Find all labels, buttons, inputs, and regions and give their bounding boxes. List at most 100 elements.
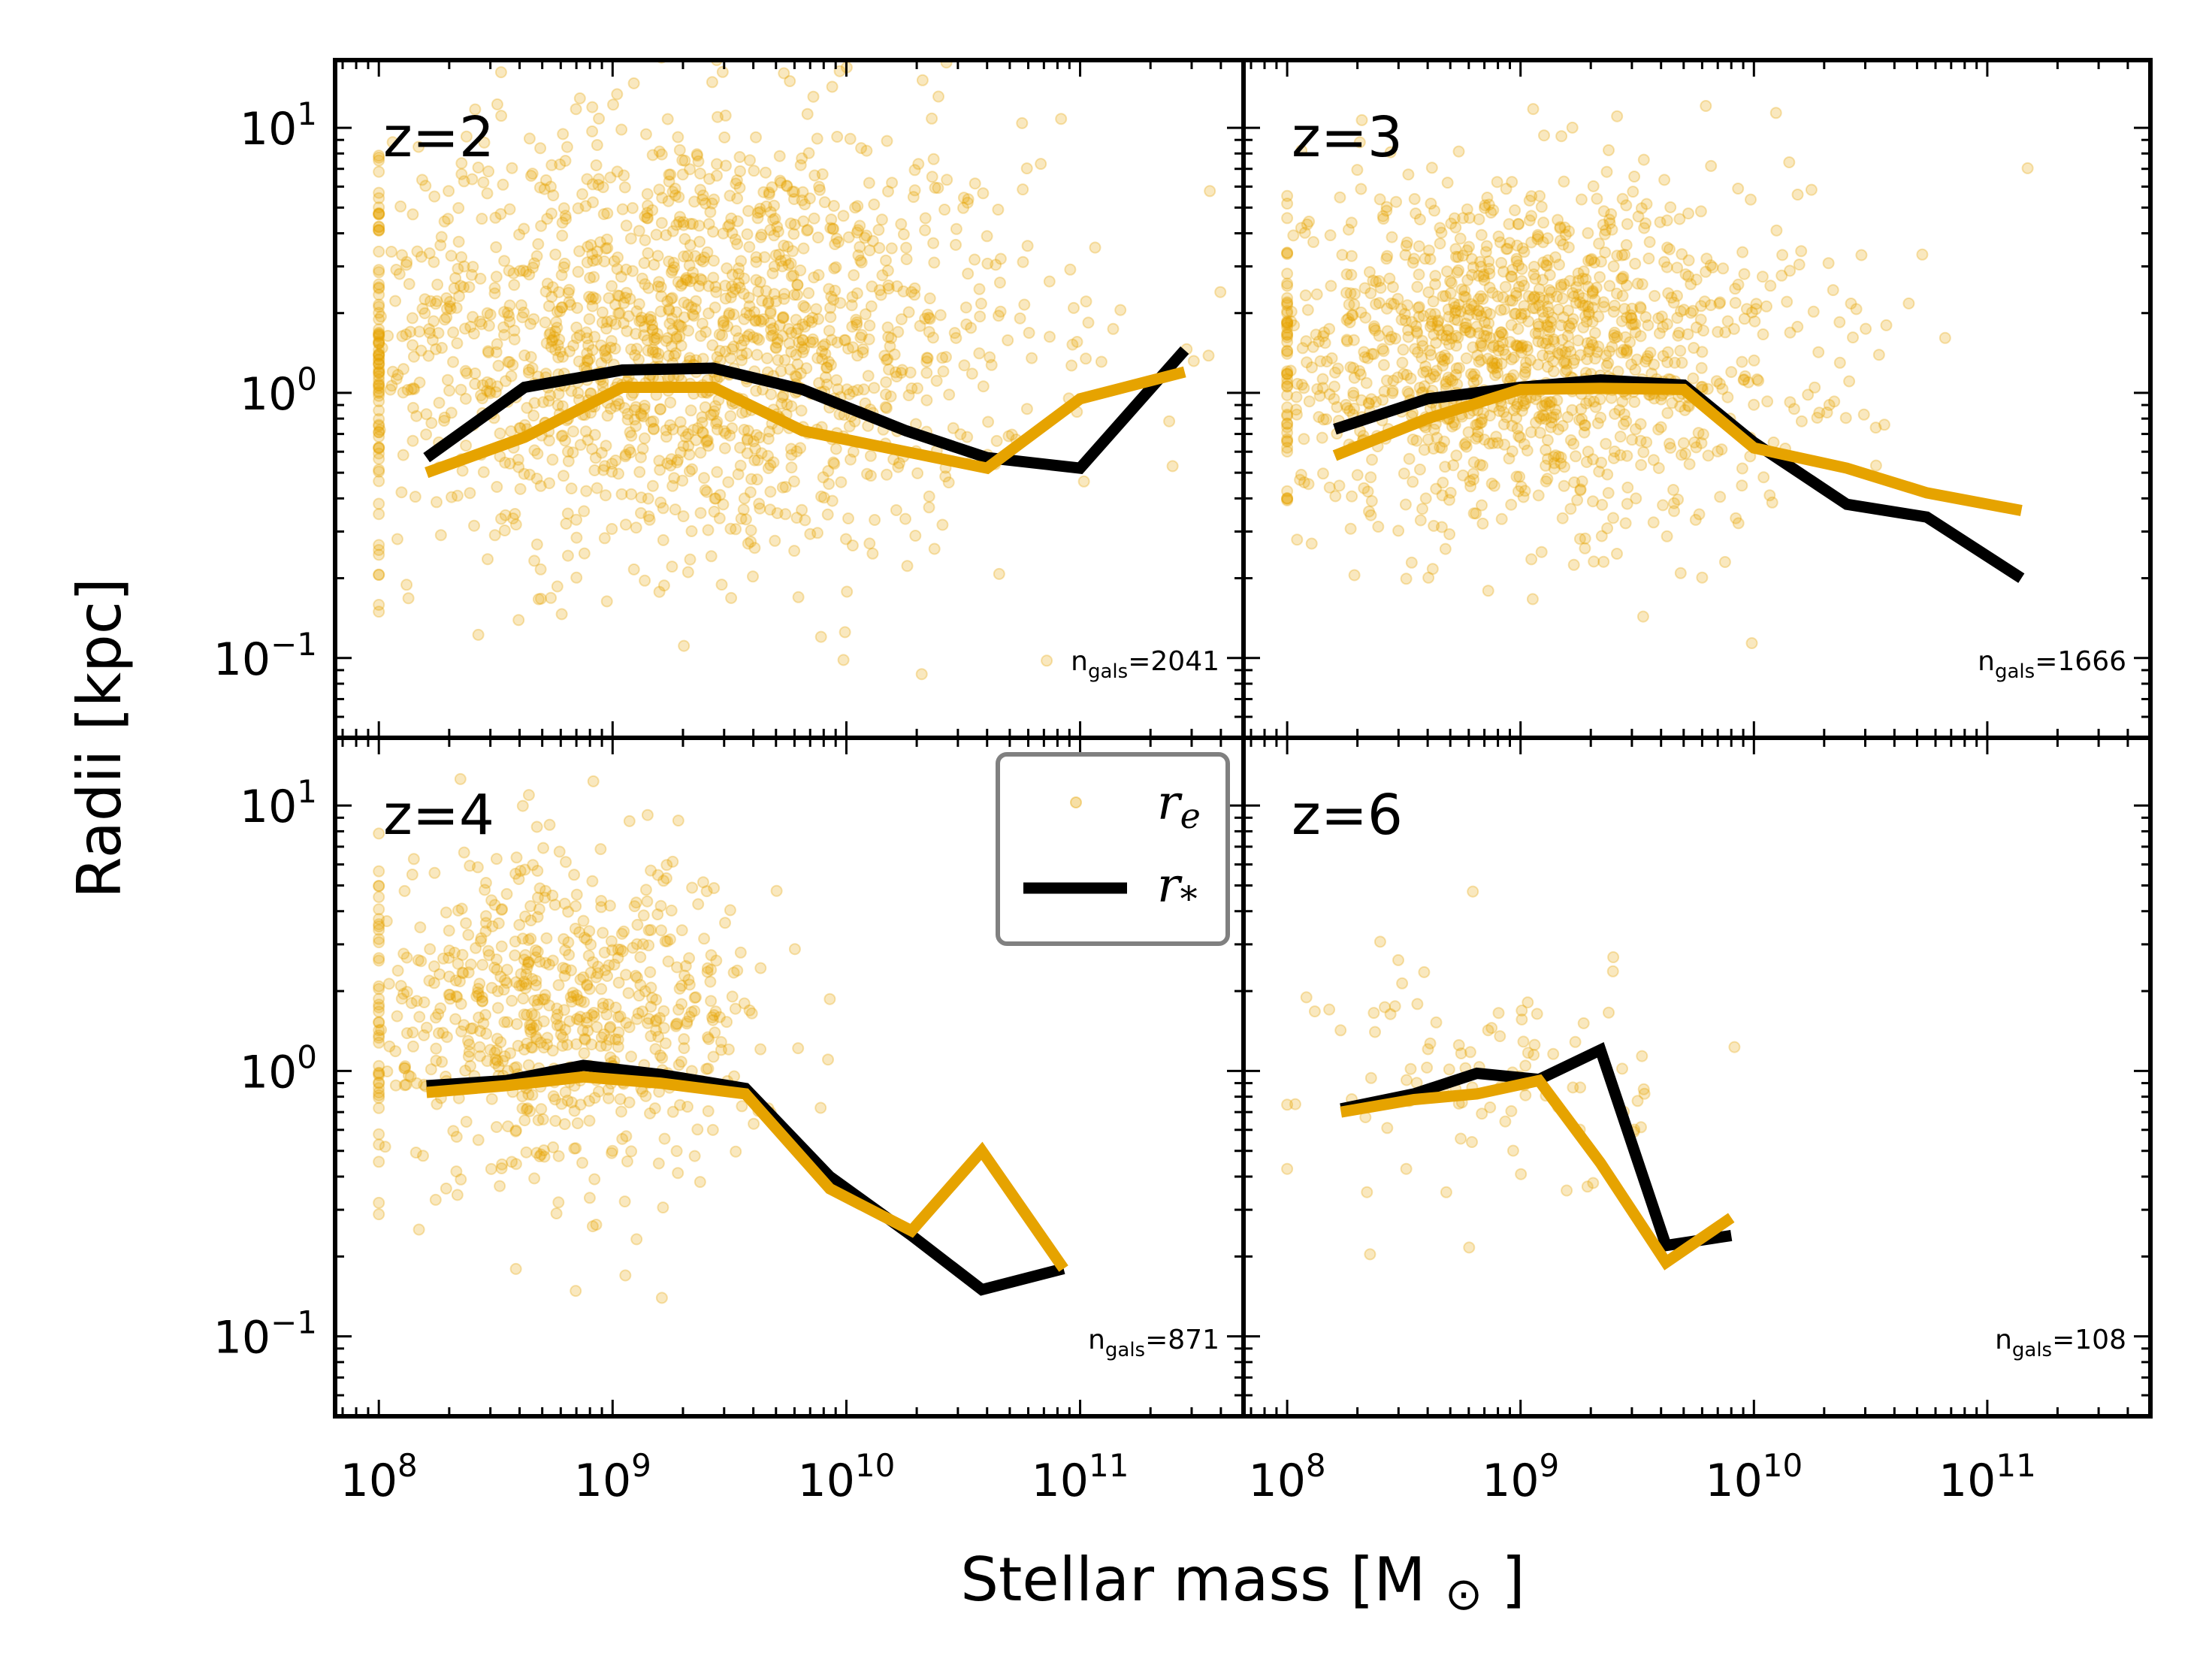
scatter-point [672,131,684,144]
scatter-point [373,358,385,371]
scatter-point [630,420,642,432]
scatter-point [1618,303,1631,316]
scatter-point [811,352,824,364]
scatter-point [479,877,492,889]
scatter-point [926,171,938,183]
scatter-point [794,264,807,276]
n-gals-label: ngals=2041 [1071,646,1219,683]
scatter-point [621,325,633,337]
scatter-point [574,1011,587,1023]
scatter-point [681,1017,694,1030]
scatter-point [850,313,863,326]
scatter-point [625,343,637,355]
scatter-point [771,507,784,519]
scatter-point [706,197,718,210]
scatter-point [814,1101,827,1114]
scatter-point [851,384,864,397]
scatter-point [1642,350,1654,362]
scatter-point [1464,367,1477,380]
scatter-point [754,276,766,289]
scatter-point [1661,346,1674,358]
n-gals-value: =871 [1145,1325,1219,1355]
scatter-point [683,449,696,461]
scatter-point [1657,349,1670,362]
tick-base: 10 [1032,1455,1089,1507]
scatter-point [443,970,455,983]
scatter-point [1783,156,1796,168]
scatter-point [1641,352,1653,365]
scatter-point [1694,313,1707,326]
scatter-point [767,456,780,469]
scatter-point [577,914,590,927]
scatter-point [1567,290,1580,303]
scatter-point [556,400,569,412]
scatter-point [482,319,495,332]
scatter-point [1685,307,1697,319]
scatter-point [1592,310,1605,323]
scatter-point [1579,299,1591,312]
scatter-point [1436,442,1448,455]
scatter-point [1077,475,1090,488]
scatter-point [1369,324,1382,337]
scatter-point [1517,399,1530,412]
scatter-point [616,945,629,958]
scatter-point [558,969,571,982]
scatter-point [576,1156,588,1169]
scatter-point [547,1141,560,1153]
scatter-point [539,316,552,329]
scatter-point [413,376,426,389]
scatter-point [1316,382,1329,394]
scatter-point [1600,359,1613,372]
scatter-point [373,1196,385,1209]
scatter-point [1430,1016,1443,1029]
scatter-point [1473,458,1486,471]
scatter-point [993,310,1005,322]
scatter-point [762,295,775,308]
scatter-point [1728,1041,1741,1053]
scatter-point [435,231,448,243]
scatter-point [1440,334,1452,346]
scatter-point [808,271,820,284]
scatter-point [1540,337,1552,349]
scatter-point [1355,183,1367,195]
scatter-point [1614,449,1627,461]
scatter-point [1424,307,1437,320]
scatter-point [1361,485,1374,498]
scatter-point [642,344,654,357]
scatter-point [657,1201,669,1214]
scatter-point [881,353,894,366]
scatter-point [653,276,665,289]
scatter-point [603,1033,615,1046]
scatter-point [768,199,781,212]
scatter-point [373,365,385,378]
scatter-point [1661,530,1673,542]
scatter-point [1629,318,1642,331]
tick-base: 10 [240,103,297,156]
scatter-point [509,949,521,962]
scatter-point [491,481,503,493]
scatter-point [813,376,826,389]
scatter-point [1281,380,1294,393]
scatter-point [521,1102,534,1115]
scatter-point [1358,346,1370,358]
scatter-point [1458,322,1471,334]
scatter-point [1281,388,1294,401]
scatter-point [560,518,573,530]
scatter-point [791,279,804,292]
scatter-point [754,1043,767,1056]
scatter-point [1750,303,1762,316]
scatter-point [957,201,969,214]
scatter-point [775,255,787,267]
scatter-point [542,394,555,407]
scatter-point [1620,415,1633,428]
scatter-point [373,1077,385,1089]
scatter-point [1323,481,1336,494]
scatter-point [721,1016,733,1029]
scatter-point [1428,204,1440,217]
scatter-point [491,963,503,976]
scatter-point [742,537,754,550]
scatter-point [796,318,809,331]
scatter-point [589,292,602,305]
scatter-point [1812,346,1825,358]
